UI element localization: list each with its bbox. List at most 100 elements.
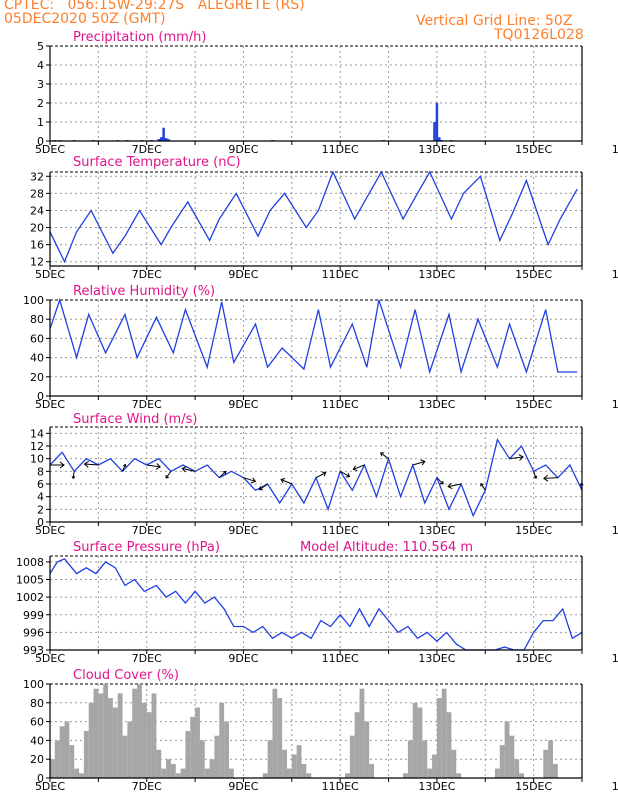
x-tick-label: 5DEC <box>35 524 65 537</box>
wind-arrow-head <box>352 465 358 471</box>
station-line: CPTEC: 056:15W-29:27S ALEGRETE (RS) <box>4 0 305 13</box>
cloud-bar <box>141 702 147 778</box>
cloud-bar <box>407 740 413 778</box>
y-tick-label: 999 <box>23 609 44 622</box>
wind-arrow-shaft <box>339 470 350 477</box>
cloud-bar <box>64 721 70 778</box>
date-line: 05DEC2020 50Z (GMT) <box>4 11 166 27</box>
series-line <box>49 297 578 375</box>
wind-arrow-shaft <box>182 467 196 472</box>
y-tick-label: 16 <box>30 239 44 252</box>
cloud-bar <box>422 740 428 778</box>
cloud-bar <box>166 759 171 778</box>
cloud-bar <box>364 721 370 778</box>
cloud-bar <box>214 735 220 778</box>
cloud-bar <box>117 693 123 778</box>
precip-bar <box>438 137 441 141</box>
y-tick-label: 2 <box>37 97 44 110</box>
wind-arrow-head <box>155 463 162 470</box>
y-tick-label: 12 <box>30 440 44 453</box>
wind-arrow-shaft <box>380 452 389 460</box>
y-tick-label: 1005 <box>16 574 44 587</box>
y-tick-label: 28 <box>30 187 44 200</box>
wind-arrow-shaft <box>243 477 256 482</box>
x-tick-label: 9DEC <box>228 524 258 537</box>
cloud-bar <box>369 763 375 778</box>
x-tick-label: 17DEC <box>612 524 618 537</box>
x-tick-label: 17DEC <box>612 268 618 281</box>
y-tick-label: 60 <box>30 716 44 729</box>
panel-title-3: Surface Wind (m/s) <box>73 412 198 427</box>
wind-arrow-head <box>59 461 65 469</box>
panel-title-5: Cloud Cover (%) <box>73 668 179 683</box>
x-tick-label: 5DEC <box>35 780 65 793</box>
x-tick-label: 9DEC <box>228 143 258 156</box>
cloud-bar <box>267 740 273 778</box>
cloud-bar <box>543 749 549 778</box>
precip-bar <box>164 138 168 141</box>
wind-arrow-head <box>543 474 549 482</box>
wind-arrow-head <box>321 471 327 477</box>
cloud-bar <box>306 773 312 778</box>
y-tick-label: 12 <box>30 256 44 269</box>
y-tick-label: 100 <box>23 294 44 307</box>
x-tick-label: 11DEC <box>322 652 359 665</box>
cloud-bar <box>156 749 162 778</box>
y-tick-label: 60 <box>30 332 44 345</box>
wind-arrow-shaft <box>480 483 486 491</box>
y-tick-label: 0 <box>37 772 44 785</box>
y-tick-label: 5 <box>37 40 44 53</box>
cloud-bar <box>494 768 500 778</box>
x-tick-label: 15DEC <box>515 780 552 793</box>
x-tick-label: 15DEC <box>515 268 552 281</box>
wind-arrow-head <box>71 475 76 480</box>
y-tick-label: 0 <box>37 516 44 529</box>
cloud-bar <box>195 707 200 778</box>
cloud-bar <box>132 688 138 778</box>
x-tick-label: 15DEC <box>515 398 552 411</box>
wind-arrow-head <box>122 463 127 468</box>
x-tick-label: 9DEC <box>228 780 258 793</box>
cloud-bar <box>185 731 191 778</box>
precip-bar <box>162 127 165 141</box>
x-tick-label: 5DEC <box>35 143 65 156</box>
y-tick-label: 32 <box>30 170 44 183</box>
cloud-bar <box>69 745 75 778</box>
cloud-bar <box>262 773 268 778</box>
cloud-bar <box>83 731 89 778</box>
y-tick-label: 6 <box>37 478 44 491</box>
cloud-bar <box>209 759 215 778</box>
cloud-bar <box>514 759 520 778</box>
x-tick-label: 7DEC <box>132 143 162 156</box>
panel-title-2: Relative Humidity (%) <box>73 284 216 299</box>
wind-arrow-head <box>579 482 584 486</box>
x-tick-label: 13DEC <box>418 524 455 537</box>
grid-note: Vertical Grid Line: 50Z <box>416 13 573 29</box>
wind-arrow-shaft <box>280 479 293 485</box>
wind-arrow-head <box>480 482 484 487</box>
cloud-bar <box>552 763 558 778</box>
cloud-bar <box>98 693 104 778</box>
cloud-bar <box>548 740 553 778</box>
wind-arrow-head <box>250 477 257 484</box>
x-tick-label: 11DEC <box>322 780 359 793</box>
x-tick-label: 11DEC <box>322 143 359 156</box>
cloud-bar <box>180 768 186 778</box>
x-tick-label: 15DEC <box>515 652 552 665</box>
series-line <box>49 438 583 518</box>
cloud-bar <box>412 702 418 778</box>
x-tick-label: 17DEC <box>612 652 618 665</box>
y-tick-label: 100 <box>23 678 44 691</box>
wind-arrow-head <box>280 478 286 484</box>
wind-arrow-head <box>439 480 444 485</box>
cloud-bar <box>446 712 452 778</box>
x-tick-label: 13DEC <box>418 398 455 411</box>
cloud-bar <box>519 773 524 778</box>
cloud-bar <box>277 698 283 778</box>
x-tick-label: 13DEC <box>418 652 455 665</box>
x-tick-label: 9DEC <box>228 268 258 281</box>
wind-arrow-head <box>447 482 453 490</box>
cloud-bar <box>403 773 408 778</box>
cloud-bar <box>151 693 157 778</box>
cloud-bar <box>296 745 302 778</box>
